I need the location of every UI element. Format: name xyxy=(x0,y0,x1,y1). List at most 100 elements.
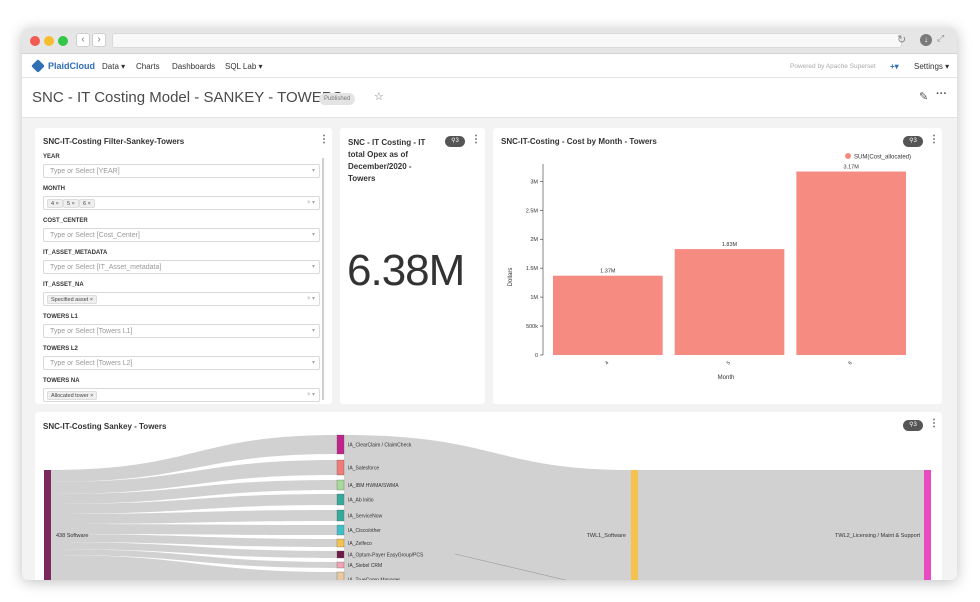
sankey-source-node[interactable] xyxy=(44,470,51,580)
filter-label-year: YEAR xyxy=(43,154,60,160)
bar-chart-menu-icon[interactable]: ⋮ xyxy=(929,134,939,145)
reload-icon[interactable]: ↻ xyxy=(897,34,907,46)
star-icon[interactable]: ☆ xyxy=(374,91,384,103)
clear-chevron-icon[interactable]: × ▾ xyxy=(306,200,315,206)
filter-tag[interactable]: 5 × xyxy=(63,199,79,208)
filter-count-badge[interactable]: ⚲3 xyxy=(903,420,923,431)
filter-label-cost-center: COST_CENTER xyxy=(43,218,88,224)
add-menu-button[interactable]: +▾ xyxy=(890,62,899,71)
filter-tag[interactable]: Allocated tower × xyxy=(47,391,98,400)
sankey-link[interactable] xyxy=(344,435,631,580)
bar[interactable] xyxy=(553,275,663,355)
sankey-link[interactable] xyxy=(51,460,337,494)
sankey-link[interactable] xyxy=(51,542,337,558)
filter-select-it-asset-metadata[interactable]: Type or Select [IT_Asset_metadata] ▾ xyxy=(43,260,320,274)
filter-placeholder: Type or Select [IT_Asset_metadata] xyxy=(50,264,162,271)
bar[interactable] xyxy=(674,249,785,355)
sankey-node[interactable] xyxy=(336,434,345,455)
filter-select-it-asset-na[interactable]: Specified asset × × ▾ xyxy=(43,292,320,306)
sankey-l1-node[interactable] xyxy=(631,470,638,580)
nav-dashboards[interactable]: Dashboards xyxy=(172,62,216,71)
sankey-node[interactable] xyxy=(336,561,345,569)
sankey-node[interactable] xyxy=(336,493,345,506)
nav-sqllab-menu[interactable]: SQL Lab ▾ xyxy=(225,62,263,71)
sankey-node[interactable] xyxy=(336,550,345,559)
nav-charts[interactable]: Charts xyxy=(136,62,160,71)
expand-icon[interactable]: ⤢ xyxy=(937,33,945,43)
powered-by-text: Powered by Apache Superset xyxy=(790,63,876,70)
bar-data-label: 1.83M xyxy=(722,242,738,248)
browser-window: ‹ › ↻ ↓ ⤢ PlaidCloud Data ▾ Charts Dashb… xyxy=(22,28,957,580)
close-dot[interactable] xyxy=(30,36,40,46)
sankey-node-label: IA_ServiceNow xyxy=(348,514,383,520)
sankey-link[interactable] xyxy=(51,510,337,524)
chevron-down-icon[interactable]: ▾ xyxy=(311,264,315,270)
sankey-link[interactable] xyxy=(51,555,337,580)
chevron-down-icon[interactable]: ▾ xyxy=(311,328,315,334)
sankey-node-label: IA_Ab Initio xyxy=(348,498,374,504)
sankey-link[interactable] xyxy=(51,494,337,514)
published-badge[interactable]: Published xyxy=(319,93,356,105)
filter-tag[interactable]: 6 × xyxy=(79,199,95,208)
filter-select-cost-center[interactable]: Type or Select [Cost_Center] ▾ xyxy=(43,228,320,242)
more-icon[interactable]: ··· xyxy=(936,88,947,100)
sankey-node[interactable] xyxy=(336,538,345,548)
filter-scrollbar[interactable] xyxy=(322,158,324,400)
bar[interactable] xyxy=(796,171,906,355)
sankey-node[interactable] xyxy=(336,459,345,476)
filter-tag[interactable]: Specified asset × xyxy=(47,295,98,304)
clear-chevron-icon[interactable]: × ▾ xyxy=(306,392,315,398)
back-icon[interactable]: ‹ xyxy=(76,33,90,47)
clear-chevron-icon[interactable]: × ▾ xyxy=(306,296,315,302)
sankey-link[interactable] xyxy=(51,435,337,482)
filter-select-towers-l2[interactable]: Type or Select [Towers L2] ▾ xyxy=(43,356,320,370)
filter-panel-menu-icon[interactable]: ⋮ xyxy=(319,134,329,145)
sankey-title: SNC-IT-Costing Sankey - Towers xyxy=(43,422,167,431)
chevron-down-icon[interactable]: ▾ xyxy=(311,168,315,174)
filter-count-badge[interactable]: ⚲3 xyxy=(903,136,923,147)
legend-swatch[interactable] xyxy=(845,153,851,159)
bar-chart-title: SNC-IT-Costing - Cost by Month - Towers xyxy=(501,137,657,146)
legend-label[interactable]: SUM(Cost_allocated) xyxy=(854,155,911,161)
url-bar[interactable] xyxy=(112,33,902,48)
sankey-menu-icon[interactable]: ⋮ xyxy=(929,418,939,429)
sankey-link[interactable] xyxy=(638,470,924,580)
bar-data-label: 1.37M xyxy=(600,269,616,275)
big-number-menu-icon[interactable]: ⋮ xyxy=(471,134,481,145)
sankey-node-label: IA_TrueComp Manager xyxy=(348,578,400,581)
filter-label-towers-l1: TOWERS L1 xyxy=(43,314,78,320)
plaidcloud-logo-icon[interactable] xyxy=(31,59,45,73)
nav-data-menu[interactable]: Data ▾ xyxy=(102,62,126,71)
sankey-node[interactable] xyxy=(336,524,345,536)
chevron-down-icon[interactable]: ▾ xyxy=(311,232,315,238)
filter-select-month[interactable]: 4 × 5 × 6 × × ▾ xyxy=(43,196,320,210)
settings-menu[interactable]: Settings ▾ xyxy=(914,62,950,71)
filter-count-badge[interactable]: ⚲3 xyxy=(445,136,465,147)
sankey-node-label: IA_IBM HWMA/SWMA xyxy=(348,483,399,489)
sankey-link[interactable] xyxy=(51,524,337,535)
big-number-panel: SNC - IT Costing - IT total Opex as of D… xyxy=(340,128,485,404)
download-icon[interactable]: ↓ xyxy=(920,34,932,46)
filter-select-towers-na[interactable]: Allocated tower × × ▾ xyxy=(43,388,320,402)
forward-icon[interactable]: › xyxy=(92,33,106,47)
sankey-node[interactable] xyxy=(336,509,345,522)
sankey-links xyxy=(51,435,924,580)
edit-icon[interactable]: ✎ xyxy=(919,91,929,103)
sankey-node[interactable] xyxy=(336,571,345,580)
filter-select-towers-l1[interactable]: Type or Select [Towers L1] ▾ xyxy=(43,324,320,338)
sankey-link[interactable] xyxy=(51,549,337,568)
y-tick-label: 3M xyxy=(530,179,538,185)
sankey-link[interactable] xyxy=(51,480,337,504)
filter-tag[interactable]: 4 × xyxy=(47,199,63,208)
maximize-dot[interactable] xyxy=(58,36,68,46)
filter-select-year[interactable]: Type or Select [YEAR] ▾ xyxy=(43,164,320,178)
minimize-dot[interactable] xyxy=(44,36,54,46)
chevron-down-icon[interactable]: ▾ xyxy=(311,360,315,366)
sankey-svg: 438 Software IA_ClearClaim / ClaimCheck I… xyxy=(44,434,931,581)
sankey-l2-node[interactable] xyxy=(924,470,931,580)
filter-placeholder: Type or Select [Towers L1] xyxy=(50,328,133,335)
bar-chart-panel: SNC-IT-Costing - Cost by Month - Towers … xyxy=(493,128,942,404)
sankey-link[interactable] xyxy=(51,534,337,547)
sankey-node[interactable] xyxy=(336,479,345,491)
brand-name[interactable]: PlaidCloud xyxy=(48,61,95,71)
